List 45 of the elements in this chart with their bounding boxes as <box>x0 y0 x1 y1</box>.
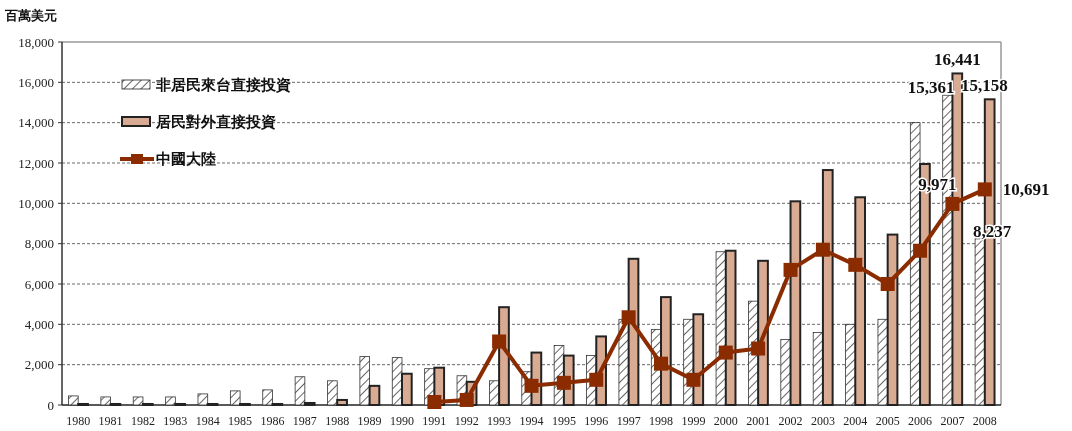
x-tick-label: 2004 <box>843 414 868 428</box>
x-tick-label: 1996 <box>584 414 609 428</box>
x-tick-label: 2002 <box>778 414 803 428</box>
y-tick-label: 18,000 <box>18 34 54 50</box>
x-tick-label: 2005 <box>875 414 900 428</box>
x-tick-label: 1986 <box>260 414 285 428</box>
x-tick-label: 1989 <box>357 414 382 428</box>
x-tick-label: 1992 <box>454 414 479 428</box>
x-tick-label: 1982 <box>130 414 155 428</box>
x-tick-label: 1988 <box>325 414 350 428</box>
x-tick-label: 1995 <box>551 414 576 428</box>
data-label: 16,441 <box>933 50 981 70</box>
x-tick-label: 1987 <box>292 414 317 428</box>
x-tick-label: 1981 <box>98 414 123 428</box>
x-tick-label: 2008 <box>972 414 997 428</box>
x-tick-label: 1997 <box>616 414 641 428</box>
x-tick-label: 1980 <box>66 414 91 428</box>
x-tick-label: 1984 <box>195 414 220 428</box>
legend-label: 居民對外直接投資 <box>155 113 276 132</box>
y-tick-label: 8,000 <box>24 236 54 252</box>
y-tick-label: 6,000 <box>24 276 54 292</box>
y-tick-label: 14,000 <box>18 115 54 131</box>
x-tick-label: 2003 <box>810 414 835 428</box>
x-tick-label: 1983 <box>163 414 188 428</box>
y-tick-label: 16,000 <box>18 74 54 90</box>
x-tick-label: 1993 <box>487 414 512 428</box>
y-axis-title: 百萬美元 <box>4 8 57 23</box>
legend-label: 非居民來台直接投資 <box>155 76 291 95</box>
legend-label: 中國大陸 <box>156 150 216 168</box>
x-tick-label: 1994 <box>519 414 544 428</box>
x-tick-label: 1985 <box>228 414 253 428</box>
data-label: 10,691 <box>1002 180 1050 200</box>
y-tick-label: 4,000 <box>24 316 54 332</box>
x-tick-label: 1991 <box>422 414 447 428</box>
x-tick-label: 1998 <box>649 414 674 428</box>
x-tick-label: 2000 <box>713 414 738 428</box>
x-tick-label: 1990 <box>389 414 414 428</box>
y-tick-label: 12,000 <box>18 155 54 171</box>
x-tick-label: 2007 <box>940 414 965 428</box>
x-tick-label: 2006 <box>908 414 933 428</box>
x-tick-label: 1999 <box>681 414 706 428</box>
x-tick-label: 2001 <box>746 414 771 428</box>
y-tick-label: 2,000 <box>24 357 54 373</box>
y-tick-label: 0 <box>47 397 54 413</box>
y-tick-label: 10,000 <box>18 195 54 211</box>
